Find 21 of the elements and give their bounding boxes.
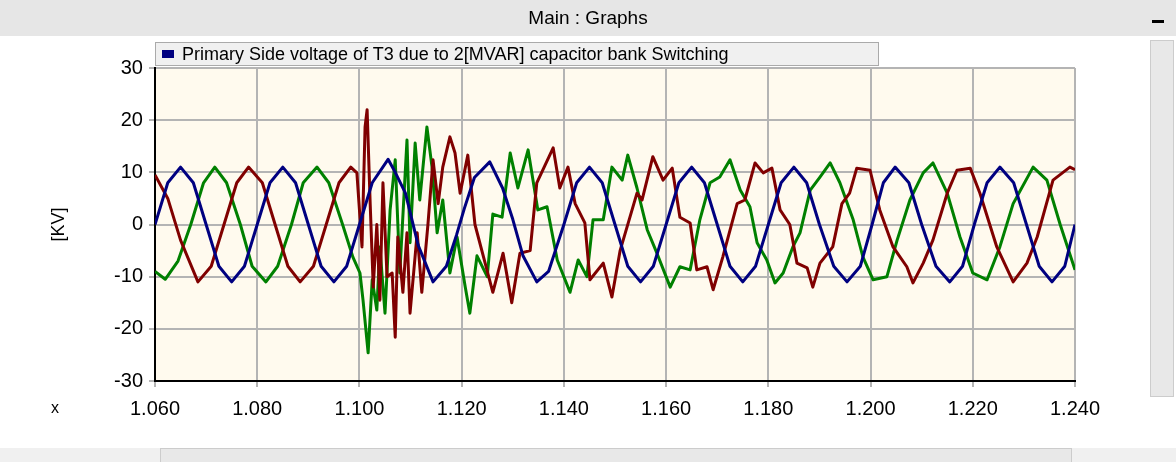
- legend-label: Primary Side voltage of T3 due to 2[MVAR] capacitor bank Switching: [182, 43, 729, 65]
- y-tick-label: 10: [120, 159, 143, 182]
- x-tick-label: 1.080: [232, 396, 283, 419]
- y-tick-label: -10: [114, 264, 143, 287]
- x-tick-label: 1.180: [743, 396, 794, 419]
- x-tick-label: 1.240: [1049, 396, 1101, 419]
- y-axis-title: [KV]: [47, 207, 68, 242]
- y-tick-label: -20: [114, 316, 143, 339]
- y-tick-label: 0: [131, 212, 143, 235]
- x-tick-label: 1.160: [641, 396, 692, 419]
- y-tick-label: -30: [114, 368, 143, 391]
- x-tick-label: 1.100: [334, 396, 385, 419]
- y-tick-label: 30: [120, 55, 143, 78]
- x-tick-label: 1.120: [436, 396, 487, 419]
- x-axis-title: x: [51, 399, 59, 417]
- x-tick-label: 1.140: [538, 396, 589, 419]
- x-tick-label: 1.200: [845, 396, 896, 419]
- y-tick-label: 20: [120, 107, 143, 130]
- x-tick-label: 1.220: [947, 396, 998, 419]
- chart-title: Main : Graphs: [0, 0, 1176, 37]
- x-tick-label: 1.060: [129, 396, 181, 419]
